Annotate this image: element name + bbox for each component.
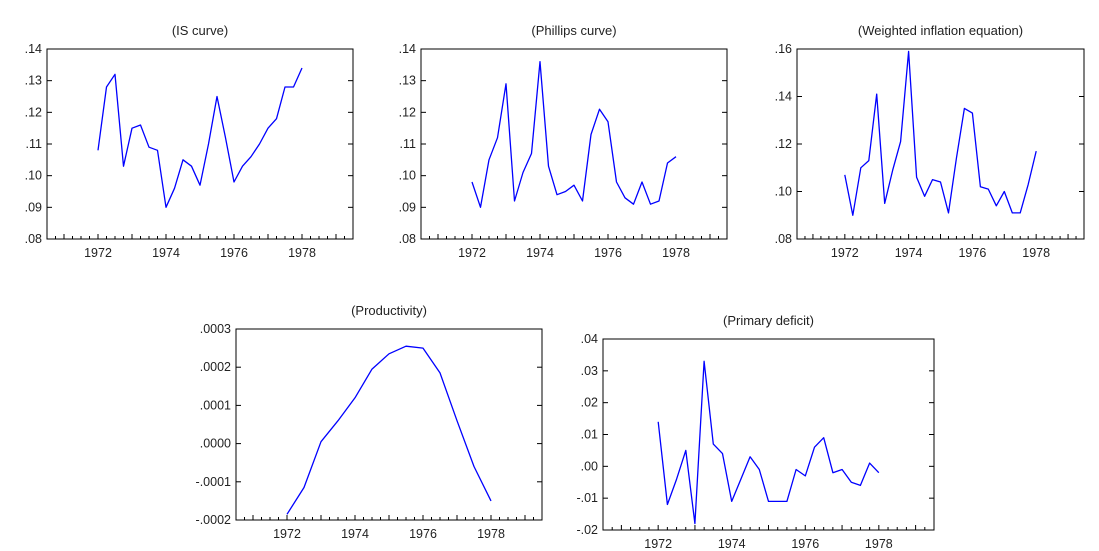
chart-title: (Primary deficit)	[723, 313, 814, 328]
chart-title: (Productivity)	[351, 303, 427, 318]
chart-is-curve: (IS curve) .14 .13 .12 .11 .10 .09 .08 1972 1974 1…	[25, 23, 354, 260]
plot-frame	[796, 48, 1085, 240]
y-tick-label: .14	[775, 90, 792, 104]
y-tick-label: .08	[775, 232, 792, 246]
series-line	[471, 61, 677, 208]
x-tick-label: 1978	[865, 537, 893, 551]
x-tick-label: 1978	[662, 246, 690, 260]
y-tick-label: .10	[775, 185, 792, 199]
y-tick-label: -.0001	[196, 475, 231, 489]
y-tick-label: .09	[25, 200, 42, 214]
series-line	[657, 360, 880, 525]
y-tick-label: -.01	[576, 491, 598, 505]
y-tick-label: .03	[581, 364, 598, 378]
x-tick-label: 1972	[273, 527, 301, 541]
y-tick-label: .16	[775, 42, 792, 56]
plot-frame	[420, 48, 728, 240]
x-tick-label: 1978	[477, 527, 505, 541]
y-tick-label: .14	[399, 42, 416, 56]
x-tick-label: 1972	[644, 537, 672, 551]
chart-weighted: (Weighted inflation equation) .16 .14 .12 .1…	[775, 23, 1085, 260]
chart-productivity: (Productivity) .0003 .0002 .0001 .0000 -.0001…	[196, 303, 543, 541]
y-tick-label: .14	[25, 42, 42, 56]
y-tick-label: .0002	[200, 360, 231, 374]
y-tick-label: .08	[25, 232, 42, 246]
y-tick-label: .12	[25, 105, 42, 119]
x-tick-label: 1976	[409, 527, 437, 541]
x-tick-label: 1974	[895, 246, 923, 260]
x-tick-label: 1978	[1022, 246, 1050, 260]
x-tick-label: 1976	[594, 246, 622, 260]
y-tick-label: .13	[25, 74, 42, 88]
y-tick-label: .11	[400, 137, 416, 151]
y-tick-label: .08	[399, 232, 416, 246]
x-tick-label: 1976	[791, 537, 819, 551]
chart-title: (IS curve)	[172, 23, 228, 38]
x-tick-label: 1974	[152, 246, 180, 260]
series-line	[97, 67, 303, 208]
y-tick-label: .02	[581, 396, 598, 410]
y-tick-label: -.02	[576, 523, 598, 537]
chart-title: (Weighted inflation equation)	[858, 23, 1023, 38]
y-tick-label: .10	[399, 169, 416, 183]
x-tick-label: 1976	[220, 246, 248, 260]
y-tick-label: .0001	[200, 398, 231, 412]
y-tick-label: .01	[581, 428, 598, 442]
series-line	[844, 50, 1037, 216]
chart-primary-deficit: (Primary deficit) .04 .03 .02 .01 .00 -.01 -.02…	[576, 313, 935, 551]
y-tick-label: .09	[399, 200, 416, 214]
x-tick-label: 1972	[458, 246, 486, 260]
chart-phillips: (Phillips curve) .14 .13 .12 .11 .10 .09 .08 197…	[399, 23, 728, 260]
plot-frame	[235, 328, 543, 521]
chart-title: (Phillips curve)	[531, 23, 616, 38]
x-tick-label: 1974	[341, 527, 369, 541]
x-tick-label: 1974	[718, 537, 746, 551]
y-tick-label: .10	[25, 169, 42, 183]
y-tick-label: .13	[399, 74, 416, 88]
y-tick-label: .0003	[200, 322, 231, 336]
x-tick-label: 1974	[526, 246, 554, 260]
y-tick-label: .00	[581, 459, 598, 473]
x-tick-label: 1972	[831, 246, 859, 260]
y-tick-label: -.0002	[196, 513, 231, 527]
x-tick-label: 1978	[288, 246, 316, 260]
y-tick-label: .0000	[200, 437, 231, 451]
y-tick-label: .12	[399, 105, 416, 119]
x-tick-label: 1976	[958, 246, 986, 260]
y-tick-label: .04	[581, 332, 598, 346]
y-tick-label: .11	[26, 137, 42, 151]
series-line	[286, 345, 492, 515]
x-tick-label: 1972	[84, 246, 112, 260]
y-tick-label: .12	[775, 137, 792, 151]
plot-frame	[46, 48, 354, 240]
